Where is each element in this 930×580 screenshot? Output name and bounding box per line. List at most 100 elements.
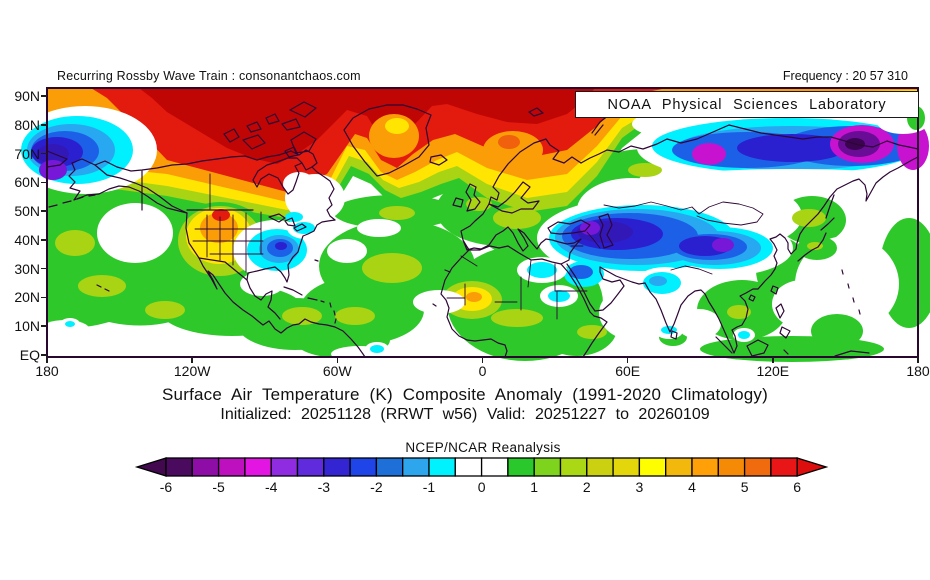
asia-borders <box>570 201 764 275</box>
anomaly-field <box>13 88 930 362</box>
lat-label-40N: 40N <box>14 231 40 248</box>
lon-label-180-0: 180 <box>35 363 59 379</box>
aleutians-hawaii-islands <box>48 194 861 315</box>
lat-label-EQ: EQ <box>19 347 40 364</box>
lon-label-120W-1: 120W <box>173 363 211 379</box>
indonesia <box>715 336 870 357</box>
colorbar-tick-4: 4 <box>688 479 696 495</box>
colorbar-tick--6: -6 <box>159 479 173 495</box>
colorbar-tick-3: 3 <box>635 479 644 495</box>
lon-tick-180-6 <box>917 357 919 363</box>
colorbar-cell-17 <box>612 457 641 477</box>
canadian-arctic-islands <box>223 101 317 158</box>
lat-tick-60N <box>41 181 47 184</box>
cold-band-siberia <box>637 112 930 195</box>
lon-tick-60E-4 <box>626 357 629 363</box>
noaa-psl-label: NOAA Physical Sciences Laboratory <box>607 96 887 113</box>
colorbar-tick-0: 0 <box>477 479 486 495</box>
black-sea <box>547 219 591 235</box>
colorbar-right-arrow <box>796 457 829 477</box>
lat-label-60N: 60N <box>14 174 40 191</box>
header-frequency-text: Frequency : 20 57 310 <box>782 69 908 83</box>
lon-tick-180-0 <box>46 357 48 363</box>
lon-label-60E-4: 60E <box>615 363 641 379</box>
lon-tick-120E-5 <box>772 357 774 363</box>
lat-tick-70N <box>41 152 47 155</box>
colorbar-cell-11 <box>454 457 483 477</box>
red-sea-horn <box>560 263 608 358</box>
anomaly-map <box>13 87 930 362</box>
coast-iceland <box>429 154 448 166</box>
lon-tick-120W-1 <box>191 357 193 363</box>
colorbar-tick--5: -5 <box>212 479 225 495</box>
warm-accents <box>55 163 863 348</box>
coast-alaska <box>68 162 188 214</box>
colorbar-tick-5: 5 <box>740 479 749 495</box>
lat-tick-90N <box>41 95 47 97</box>
coast-arabia <box>594 266 646 312</box>
cold-blob-bering <box>13 106 157 194</box>
lat-label-10N: 10N <box>14 318 40 335</box>
lat-tick-EQ <box>41 354 47 356</box>
lat-label-30N: 30N <box>14 260 40 277</box>
coast-gulf-eastcoast <box>246 219 336 320</box>
lat-tick-30N <box>41 267 47 270</box>
coast-west-africa <box>440 249 508 358</box>
coast-chukotka-left-edge <box>46 150 68 168</box>
coast-scandinavia-baltic <box>488 138 582 214</box>
plot-title: Surface Air Temperature (K) Composite An… <box>162 385 768 404</box>
colorbar-cell-18 <box>638 457 667 477</box>
coast-china <box>757 227 805 290</box>
header-source-text: Recurring Rossby Wave Train : consonantc… <box>57 69 361 83</box>
coast-hudson-labrador <box>252 157 336 221</box>
taiwan-hainan <box>748 285 779 302</box>
lat-label-20N: 20N <box>14 289 40 306</box>
plot-subtitle: Initialized: 20251128 (RRWT w56) Valid: … <box>220 406 710 423</box>
noaa-psl-box: NOAA Physical Sciences Laboratory <box>575 91 919 118</box>
us-state-borders <box>192 173 264 273</box>
lat-tick-20N <box>41 296 47 299</box>
lat-label-50N: 50N <box>14 203 40 220</box>
lon-tick-0-3 <box>481 357 484 363</box>
lat-tick-50N <box>41 210 47 212</box>
colorbar-tick-1: 1 <box>530 479 539 495</box>
lon-tick-60W-2 <box>336 357 339 363</box>
colorbar-cell-0 <box>165 457 193 477</box>
colorbar-tick--1: -1 <box>422 479 436 495</box>
colorbar-cell-6 <box>323 457 351 477</box>
colorbar-tick-2: 2 <box>582 479 591 495</box>
caspian-sea <box>598 213 614 249</box>
colorbar-cell-22 <box>743 457 772 477</box>
coast-arctic-russia <box>580 124 919 164</box>
colorbar-cell-21 <box>717 457 746 477</box>
colorbar-cell-4 <box>270 457 299 477</box>
colorbar-cell-5 <box>296 457 325 477</box>
cold-blob-central-asia <box>537 196 793 280</box>
lon-label-60W-2: 60W <box>322 363 352 379</box>
colorbar-cell-15 <box>559 457 588 477</box>
coast-japan-sakhalin <box>797 194 835 262</box>
colorbar-cell-16 <box>586 457 614 477</box>
sri-lanka <box>670 330 678 340</box>
colorbar-tick--4: -4 <box>264 479 278 495</box>
coast-uk-ireland <box>452 183 481 212</box>
colorbar-cell-14 <box>533 457 562 477</box>
colorbar-cell-2 <box>217 457 246 477</box>
lon-label-120E-5: 120E <box>756 363 790 379</box>
colorbar-cell-8 <box>375 457 404 477</box>
colorbar-cell-19 <box>665 457 693 477</box>
lat-label-70N: 70N <box>14 145 40 162</box>
colorbar-title: NCEP/NCAR Reanalysis <box>405 440 561 455</box>
colorbar-cell-7 <box>349 457 378 477</box>
colorbar-cell-20 <box>691 457 719 477</box>
colorbar-left-arrow <box>134 457 167 477</box>
cold-blob-southeast-us <box>233 212 323 280</box>
colorbar-cell-23 <box>770 457 798 477</box>
coast-north-america <box>71 158 366 358</box>
lat-tick-80N <box>41 123 47 126</box>
colorbar-cell-10 <box>428 457 456 477</box>
colorbar <box>134 457 829 477</box>
lat-label-90N: 90N <box>14 88 40 104</box>
coastlines <box>46 101 919 358</box>
great-lakes <box>268 213 307 232</box>
